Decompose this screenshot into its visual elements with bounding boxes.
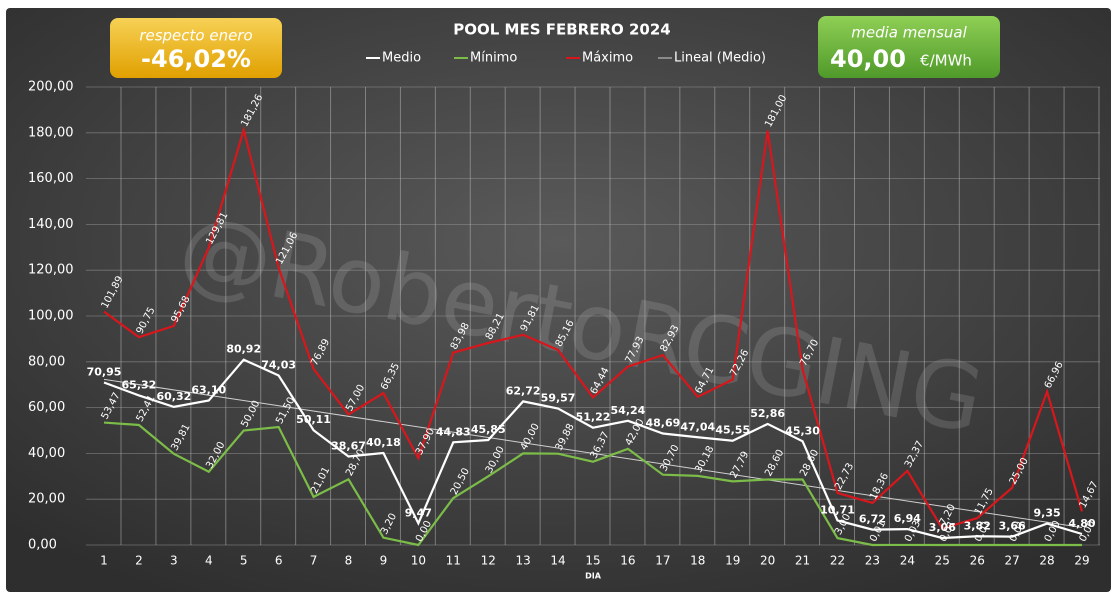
legend-label: Medio [382,51,421,66]
data-label: 6,94 [894,512,921,525]
y-tick-label: 200,00 [28,80,74,95]
data-label: 45,30 [785,424,820,437]
x-axis-label: DIA [585,572,602,581]
y-tick-label: 20,00 [28,492,65,507]
y-tick-label: 40,00 [28,446,65,461]
line [103,358,1083,540]
y-tick-label: 140,00 [28,217,74,232]
data-label: 50,11 [296,413,331,426]
x-tick-label: 23 [865,554,880,568]
data-label: 80,92 [226,343,261,356]
badge [818,16,1000,78]
data-label: 45,55 [715,424,750,437]
x-tick-label: 18 [690,554,705,568]
data-label: 45,85 [471,423,506,436]
x-tick-label: 13 [516,554,531,568]
x-tick-label: 4 [205,554,213,568]
data-label: 52,86 [750,407,785,420]
legend-label: Máximo [582,51,633,66]
x-tick-label: 15 [585,554,600,568]
badge-caption: respecto enero [139,27,252,45]
x-tick-label: 24 [900,554,915,568]
x-tick-label: 21 [795,554,810,568]
x-tick-label: 2 [135,554,143,568]
data-label: 48,69 [645,416,680,429]
x-tick-label: 10 [411,554,426,568]
legend-label: Lineal (Medio) [674,51,766,66]
badge-unit: €/MWh [920,52,972,70]
data-label: 3,06 [929,521,956,534]
y-tick-label: 80,00 [28,354,65,369]
data-label: 38,67 [331,439,366,452]
background [6,8,1111,592]
x-tick-label: 28 [1039,554,1054,568]
x-tick-label: 22 [830,554,845,568]
data-label: 44,83 [436,425,471,438]
y-tick-label: 120,00 [28,263,74,278]
y-tick-label: 180,00 [28,125,74,140]
data-label: 70,95 [87,366,122,379]
legend-label: Mínimo [470,51,517,66]
y-tick-label: 160,00 [28,171,74,186]
x-tick-label: 16 [620,554,635,568]
line [103,421,1082,547]
x-tick-label: 8 [345,554,353,568]
x-tick-label: 12 [481,554,496,568]
x-tick-label: 1 [100,554,108,568]
x-tick-label: 7 [310,554,318,568]
x-tick-label: 9 [380,554,388,568]
data-label: 60,32 [156,390,191,403]
y-tick-label: 60,00 [28,400,65,415]
data-label: 54,24 [611,404,646,417]
data-label: 9,35 [1034,507,1061,520]
data-label: 3,82 [964,519,991,532]
data-label: 74,03 [261,358,296,371]
x-tick-label: 19 [725,554,740,568]
x-tick-label: 20 [760,554,775,568]
badge-value: -46,02% [141,45,251,73]
x-tick-label: 3 [170,554,178,568]
x-tick-label: 6 [275,554,283,568]
data-label: 51,22 [576,411,611,424]
data-label: 10,71 [820,503,855,516]
data-label: 3,66 [999,520,1026,533]
x-tick-label: 14 [550,554,565,568]
x-tick-label: 5 [240,554,248,568]
y-tick-label: 100,00 [28,309,74,324]
data-label: 62,72 [506,384,541,397]
x-tick-label: 26 [970,554,985,568]
data-label: 63,10 [191,384,226,397]
badge-value: 40,00 [830,45,906,73]
data-label: 40,18 [366,436,401,449]
line [103,125,1084,530]
data-label: 47,04 [680,420,715,433]
data-label: 59,57 [541,392,576,405]
data-label: 9,47 [405,506,432,519]
badge-caption: media mensual [851,24,967,42]
data-label: 6,72 [859,513,886,526]
data-label: 65,32 [122,378,157,391]
x-tick-label: 29 [1074,554,1089,568]
badge [110,18,282,78]
chart-title: POOL MES FEBRERO 2024 [453,21,670,39]
x-tick-label: 25 [935,554,950,568]
x-tick-label: 17 [655,554,670,568]
data-label: 4,80 [1068,517,1095,530]
x-tick-label: 11 [446,554,461,568]
x-tick-label: 27 [1005,554,1020,568]
y-tick-label: 0,00 [28,538,57,553]
trendline [103,378,1083,528]
